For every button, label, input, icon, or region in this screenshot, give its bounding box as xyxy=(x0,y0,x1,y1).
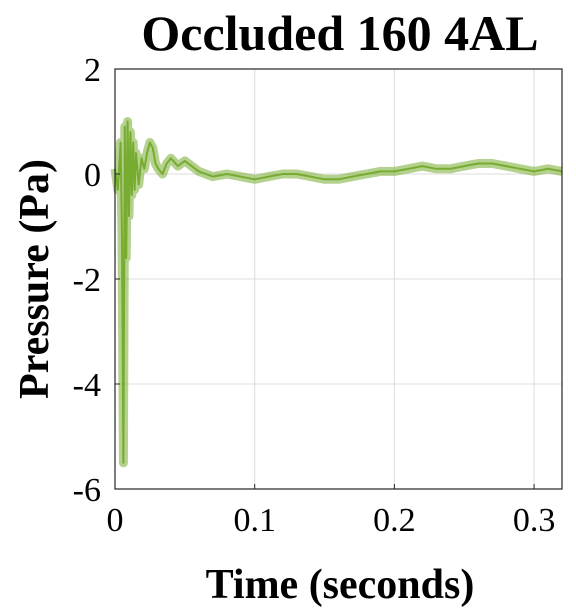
y-tick-label: -6 xyxy=(73,472,101,509)
x-tick-label: 0 xyxy=(107,502,124,539)
x-tick-label: 0.1 xyxy=(233,502,276,539)
chart-title: Occluded 160 4AL xyxy=(141,5,538,61)
x-axis-label: Time (seconds) xyxy=(206,562,475,608)
grid-lines xyxy=(114,68,562,490)
x-tick-label: 0.3 xyxy=(513,502,556,539)
plot-area xyxy=(110,117,563,468)
x-tick-label: 0.2 xyxy=(373,502,416,539)
y-tick-label: -2 xyxy=(73,262,101,299)
series-line xyxy=(114,120,563,464)
y-tick-label: -4 xyxy=(73,367,101,404)
y-axis-label: Pressure (Pa) xyxy=(12,159,58,399)
series-band xyxy=(110,117,563,468)
y-ticks: -6 -4 -2 0 2 xyxy=(73,52,120,509)
x-ticks: 0 0.1 0.2 0.3 xyxy=(107,484,556,539)
y-tick-label: 2 xyxy=(84,52,101,89)
y-tick-label: 0 xyxy=(84,157,101,194)
